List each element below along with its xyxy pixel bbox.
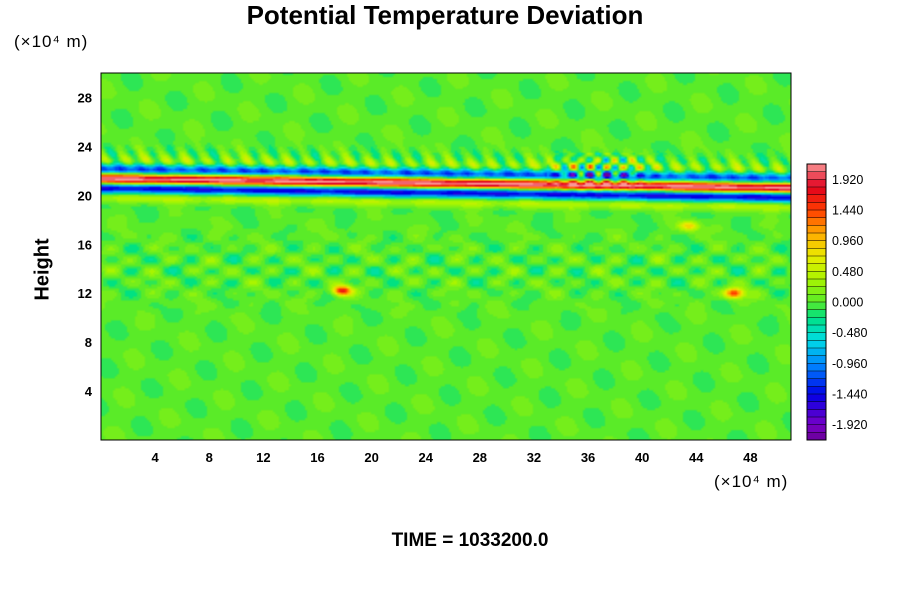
x-tick-label: 8 (206, 450, 213, 465)
colorbar-bin (807, 424, 826, 433)
y-tick-label: 4 (85, 384, 93, 399)
x-tick-label: 36 (581, 450, 595, 465)
x-tick-label: 16 (310, 450, 324, 465)
x-tick-label: 32 (527, 450, 541, 465)
colorbar-bin (807, 417, 826, 425)
x-tick-label: 24 (418, 450, 433, 465)
colorbar-bin (807, 271, 826, 280)
colorbar-bin (807, 340, 826, 349)
colorbar-bin (807, 371, 826, 379)
colorbar-bin (807, 286, 826, 295)
colorbar-bin (807, 302, 826, 310)
colorbar-bin (807, 409, 826, 418)
colorbar-bin (807, 187, 826, 195)
colorbar-bin (807, 355, 826, 364)
colorbar-bin (807, 263, 826, 272)
colorbar-tick-label: 0.000 (832, 296, 863, 310)
colorbar-tick-label: 1.440 (832, 204, 863, 218)
y-tick-label: 20 (78, 188, 92, 203)
colorbar-bin (807, 386, 826, 395)
x-tick-label: 28 (473, 450, 487, 465)
y-tick-label: 28 (78, 90, 92, 105)
y-tick-label: 8 (85, 335, 92, 350)
x-axis-unit: (×10⁴ m) (714, 472, 789, 491)
colorbar-bin (807, 179, 826, 188)
colorbar-bin (807, 378, 826, 387)
heatmap-field (101, 73, 791, 440)
colorbar-bin (807, 294, 826, 303)
colorbar-tick-label: -1.920 (832, 418, 867, 432)
x-tick-label: 4 (152, 450, 160, 465)
colorbar-bin (807, 332, 826, 341)
colorbar-bin (807, 217, 826, 226)
x-tick-label: 40 (635, 450, 649, 465)
colorbar-bin (807, 394, 826, 402)
colorbar-tick-label: -1.440 (832, 388, 867, 402)
plot-frame (100, 72, 792, 441)
colorbar-bin (807, 432, 826, 441)
time-label: TIME = 1033200.0 (391, 530, 549, 551)
x-tick-label: 20 (364, 450, 378, 465)
colorbar-tick-label: 0.960 (832, 234, 863, 248)
colorbar-frame (806, 163, 827, 441)
colorbar-bin (807, 401, 826, 410)
colorbar-tick-label: 0.480 (832, 265, 863, 279)
colorbar-bin (807, 240, 826, 249)
x-tick-label: 48 (743, 450, 757, 465)
y-tick-label: 24 (78, 139, 93, 154)
colorbar-bin (807, 248, 826, 257)
colorbar-tick-label: 1.920 (832, 173, 863, 187)
y-axis-unit: (×10⁴ m) (14, 32, 89, 51)
y-axis: 4 8 12 16 20 24 28 (78, 90, 93, 399)
colorbar: 1.920 1.440 0.960 0.480 0.000 -0.480 -0.960 -1.… (806, 163, 867, 441)
y-tick-label: 12 (78, 286, 92, 301)
colorbar-bin (807, 194, 826, 203)
colorbar-tick-label: -0.480 (832, 326, 867, 340)
colorbar-bin (807, 309, 826, 318)
x-axis: 4 8 12 16 20 24 28 32 36 40 44 48 (152, 450, 758, 465)
colorbar-bin (807, 164, 826, 172)
colorbar-bin (807, 256, 826, 264)
x-tick-label: 12 (256, 450, 270, 465)
colorbar-bin (807, 279, 826, 287)
colorbar-tick-label: -0.960 (832, 357, 867, 371)
x-tick-label: 44 (689, 450, 704, 465)
colorbar-bin (807, 325, 826, 333)
colorbar-bin (807, 225, 826, 234)
plot-area (100, 72, 792, 441)
colorbar-bin (807, 363, 826, 372)
colorbar-bin (807, 233, 826, 241)
colorbar-bin (807, 171, 826, 180)
colorbar-bin (807, 202, 826, 211)
colorbar-bin (807, 348, 826, 356)
chart-title: Potential Temperature Deviation (246, 0, 644, 30)
y-tick-label: 16 (78, 237, 92, 252)
colorbar-bin (807, 317, 826, 326)
colorbar-bin (807, 210, 826, 218)
